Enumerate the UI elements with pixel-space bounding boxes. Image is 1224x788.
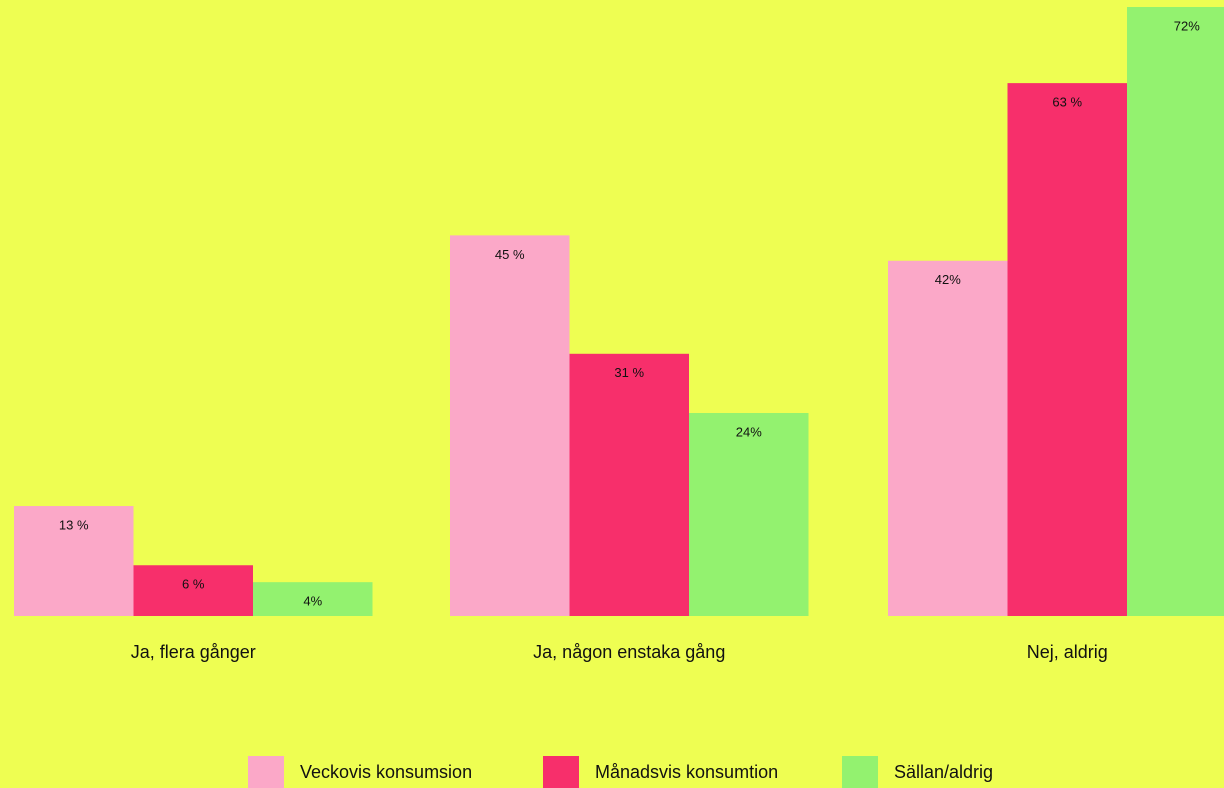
value-label: 31 % [614, 365, 644, 380]
bar [133, 565, 253, 616]
bar [888, 260, 1008, 616]
x-tick-label: Nej, aldrig [1027, 642, 1108, 662]
bar [1127, 7, 1224, 616]
value-label: 24% [736, 424, 762, 439]
legend-label: Månadsvis konsumtion [595, 762, 778, 782]
x-tick-label: Ja, flera gånger [131, 642, 256, 662]
legend-swatch [248, 756, 284, 788]
value-label: 42% [935, 272, 961, 287]
value-label: 6 % [182, 577, 205, 592]
legend-label: Sällan/aldrig [894, 762, 993, 782]
bar [1007, 83, 1127, 616]
bar [569, 353, 689, 616]
bar [253, 582, 373, 616]
value-label: 45 % [495, 247, 525, 262]
legend-swatch [842, 756, 878, 788]
value-label: 13 % [59, 517, 89, 532]
legend-label: Veckovis konsumsion [300, 762, 472, 782]
value-label: 63 % [1052, 95, 1082, 110]
x-tick-label: Ja, någon enstaka gång [533, 642, 725, 662]
value-label: 4% [303, 594, 322, 609]
bar [14, 506, 134, 616]
value-label: 72% [1174, 18, 1200, 33]
bar [450, 235, 570, 616]
bar [689, 413, 809, 616]
legend-swatch [543, 756, 579, 788]
